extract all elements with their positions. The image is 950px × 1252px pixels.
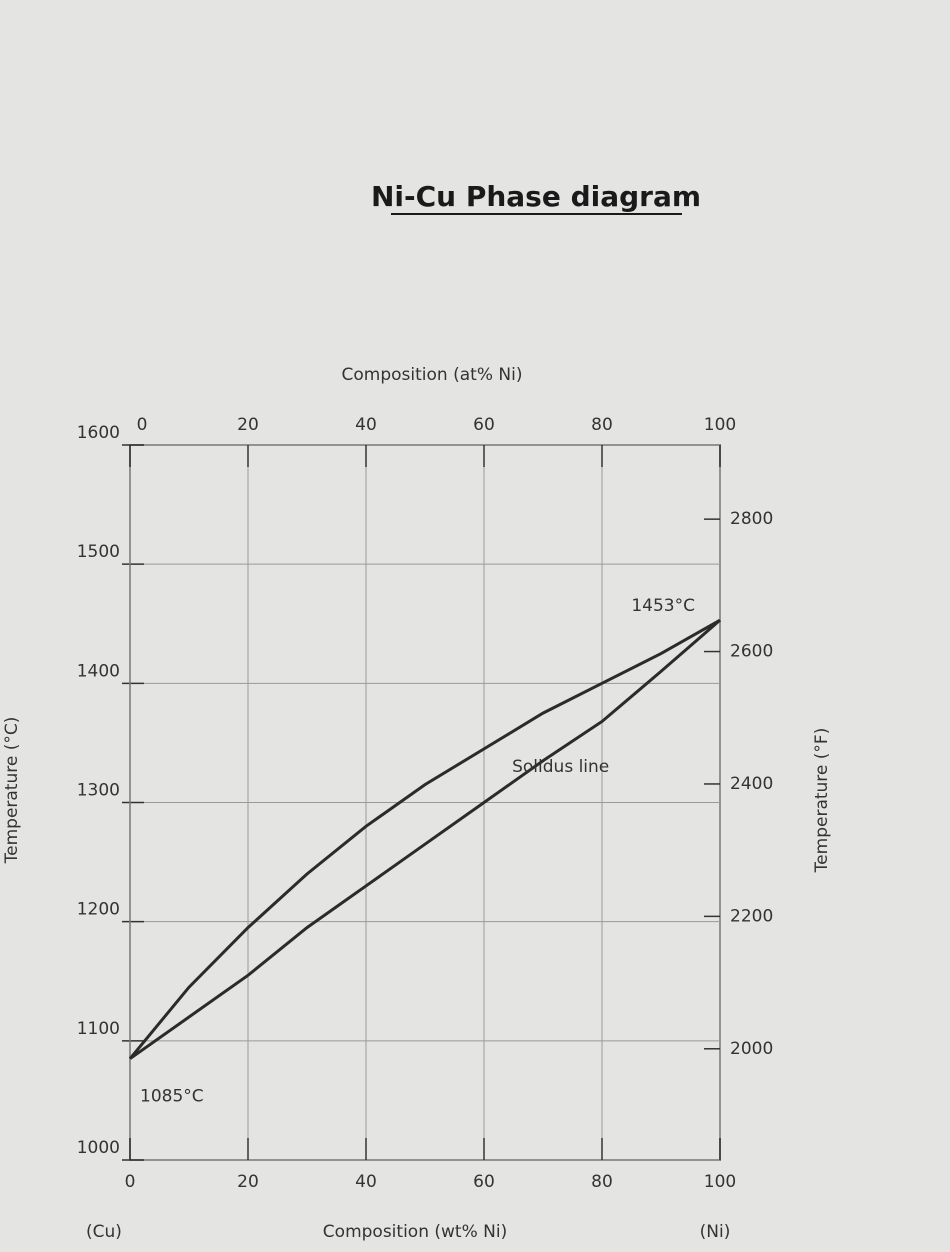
series-label: Solidus line [512,757,609,777]
y2-axis-label: Temperature (°F) [812,728,832,874]
x2-tick-label: 100 [704,415,736,435]
chart-title: Ni-Cu Phase diagram [371,180,701,213]
y2-tick-label: 2200 [730,906,773,926]
x-tick-label: 60 [473,1172,495,1192]
x-tick-label: 80 [591,1172,613,1192]
phase-line [128,618,721,1060]
y-tick-label: 1000 [77,1138,120,1158]
y2-tick-label: 2400 [730,774,773,794]
x2-tick-label: 80 [591,415,613,435]
y2-tick-label: 2600 [730,642,773,662]
ni-label: (Ni) [700,1222,731,1242]
y-tick-label: 1500 [77,542,120,562]
x-tick-label: 40 [355,1172,377,1192]
value-label: 1453°C [631,596,695,616]
y2-tick-label: 2800 [730,509,773,529]
x-tick-label: 0 [125,1172,136,1192]
x2-tick-label: 0 [137,415,148,435]
y-tick-label: 1100 [77,1019,120,1039]
y-tick-label: 1600 [77,423,120,443]
y2-tick-label: 2000 [730,1039,773,1059]
x2-axis-label: Composition (at% Ni) [342,365,523,385]
y-tick-label: 1400 [77,661,120,681]
x2-tick-label: 40 [355,415,377,435]
y-tick-label: 1300 [77,781,120,801]
x-tick-label: 20 [237,1172,259,1192]
y-axis-label: Temperature (°C) [2,717,22,865]
cu-label: (Cu) [86,1222,122,1242]
x2-tick-label: 20 [237,415,259,435]
phase-line [129,619,721,1060]
x-axis-label: Composition (wt% Ni) [323,1222,507,1242]
value-label: 1085°C [140,1087,204,1107]
y-tick-label: 1200 [77,900,120,920]
x2-tick-label: 60 [473,415,495,435]
x-tick-label: 100 [704,1172,736,1192]
